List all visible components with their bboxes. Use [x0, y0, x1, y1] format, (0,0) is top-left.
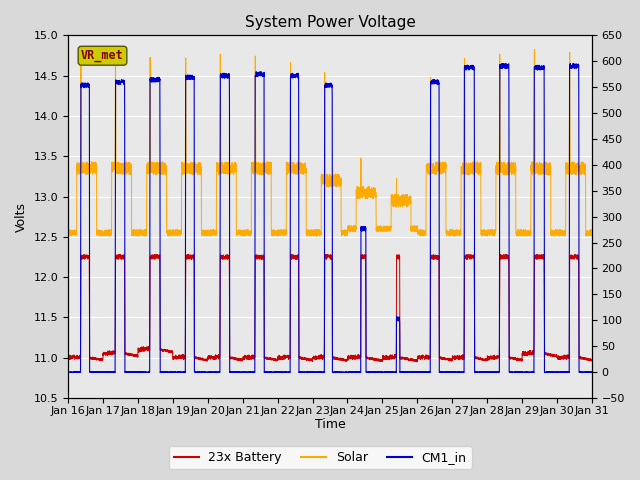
- Text: VR_met: VR_met: [81, 49, 124, 62]
- Legend: 23x Battery, Solar, CM1_in: 23x Battery, Solar, CM1_in: [168, 446, 472, 469]
- Y-axis label: Volts: Volts: [15, 202, 28, 232]
- X-axis label: Time: Time: [315, 419, 346, 432]
- Title: System Power Voltage: System Power Voltage: [244, 15, 415, 30]
